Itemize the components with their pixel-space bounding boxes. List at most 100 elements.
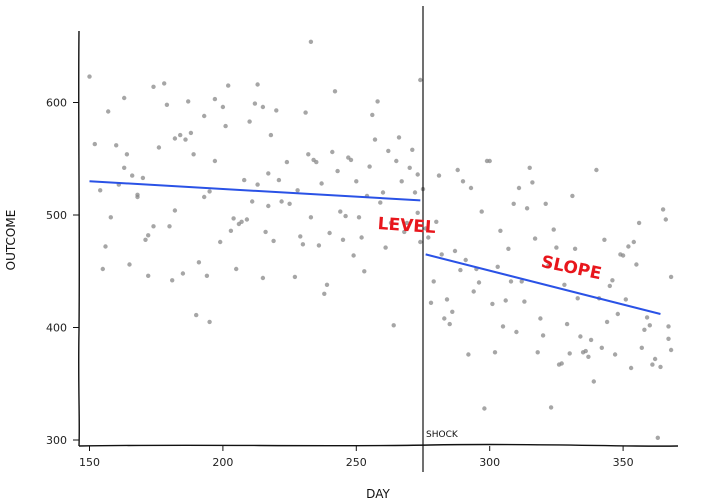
data-point bbox=[610, 278, 615, 283]
data-point bbox=[151, 224, 156, 229]
data-point bbox=[530, 180, 535, 185]
data-point bbox=[316, 243, 322, 248]
data-point bbox=[650, 362, 655, 367]
data-point bbox=[418, 77, 423, 83]
data-point bbox=[303, 110, 308, 115]
data-point bbox=[172, 136, 178, 141]
data-point bbox=[212, 158, 218, 164]
x-tick-label: 200 bbox=[212, 456, 233, 469]
data-point bbox=[242, 177, 247, 183]
data-point bbox=[551, 227, 556, 232]
data-point bbox=[207, 189, 212, 194]
data-point bbox=[106, 109, 111, 114]
data-point bbox=[327, 230, 332, 236]
data-point bbox=[402, 229, 407, 235]
data-point bbox=[604, 319, 610, 325]
data-point bbox=[180, 271, 186, 276]
data-point bbox=[452, 248, 458, 254]
x-tick-label: 300 bbox=[479, 456, 500, 469]
data-point bbox=[394, 158, 399, 164]
data-point bbox=[631, 239, 636, 245]
pre-shock-trend-line bbox=[89, 180, 421, 202]
data-point bbox=[666, 324, 671, 329]
data-point bbox=[554, 245, 559, 250]
data-point bbox=[108, 215, 114, 220]
data-point bbox=[260, 275, 266, 281]
data-point bbox=[527, 165, 532, 170]
data-point bbox=[287, 201, 292, 206]
data-point bbox=[602, 237, 607, 242]
data-point bbox=[444, 297, 450, 302]
data-point bbox=[367, 164, 372, 169]
data-point bbox=[362, 269, 367, 274]
data-point bbox=[122, 95, 127, 101]
data-point bbox=[500, 324, 506, 329]
data-point bbox=[186, 99, 191, 104]
data-point bbox=[255, 182, 260, 187]
post-shock-trend-line bbox=[425, 253, 661, 315]
data-point bbox=[559, 361, 564, 366]
data-point bbox=[612, 352, 618, 357]
data-point bbox=[623, 297, 628, 302]
data-point bbox=[516, 185, 522, 191]
data-point bbox=[442, 316, 447, 321]
data-point bbox=[524, 206, 530, 211]
data-point bbox=[146, 273, 151, 278]
data-point bbox=[471, 289, 476, 294]
data-point bbox=[511, 201, 516, 206]
data-point bbox=[415, 210, 420, 215]
data-point bbox=[127, 262, 132, 267]
data-point bbox=[538, 316, 543, 321]
data-point bbox=[634, 262, 639, 267]
data-point bbox=[410, 147, 415, 152]
data-point bbox=[276, 177, 282, 183]
data-point bbox=[295, 188, 300, 193]
data-point bbox=[423, 226, 428, 231]
data-point bbox=[204, 273, 210, 278]
data-point bbox=[194, 312, 199, 318]
data-point bbox=[455, 167, 460, 173]
data-point bbox=[418, 239, 423, 245]
data-point bbox=[223, 123, 228, 129]
trend-lines bbox=[89, 180, 661, 315]
x-axis-line bbox=[78, 443, 679, 447]
data-point bbox=[519, 279, 524, 284]
data-point bbox=[636, 220, 642, 226]
data-point bbox=[383, 245, 388, 250]
data-point bbox=[482, 406, 487, 411]
data-point bbox=[226, 83, 231, 88]
data-point bbox=[508, 279, 514, 284]
data-point bbox=[626, 244, 631, 249]
data-point bbox=[255, 82, 260, 87]
y-axis-line bbox=[78, 30, 80, 447]
data-point bbox=[666, 336, 671, 341]
data-point bbox=[487, 158, 492, 164]
data-point bbox=[540, 333, 546, 338]
data-point bbox=[300, 242, 306, 247]
data-point bbox=[319, 181, 324, 186]
data-point bbox=[655, 435, 660, 440]
data-point bbox=[151, 84, 156, 90]
data-point bbox=[354, 179, 359, 184]
data-point bbox=[460, 179, 466, 184]
data-point bbox=[434, 219, 439, 224]
data-point bbox=[431, 279, 436, 284]
y-axis-title: OUTCOME bbox=[4, 210, 18, 271]
data-point bbox=[412, 190, 418, 195]
data-point bbox=[458, 267, 463, 273]
data-point bbox=[143, 237, 148, 242]
data-point bbox=[332, 89, 338, 94]
data-point bbox=[642, 327, 647, 332]
data-point bbox=[535, 350, 540, 355]
data-point bbox=[572, 246, 578, 251]
y-axis-ticks: 300 400 500 600 bbox=[46, 97, 79, 447]
data-point bbox=[578, 334, 583, 339]
data-point bbox=[340, 237, 346, 242]
x-tick-label: 250 bbox=[346, 456, 367, 469]
data-point bbox=[247, 119, 252, 124]
data-point bbox=[378, 200, 383, 205]
data-point bbox=[450, 309, 455, 314]
data-point bbox=[188, 130, 194, 136]
data-point bbox=[338, 209, 343, 214]
